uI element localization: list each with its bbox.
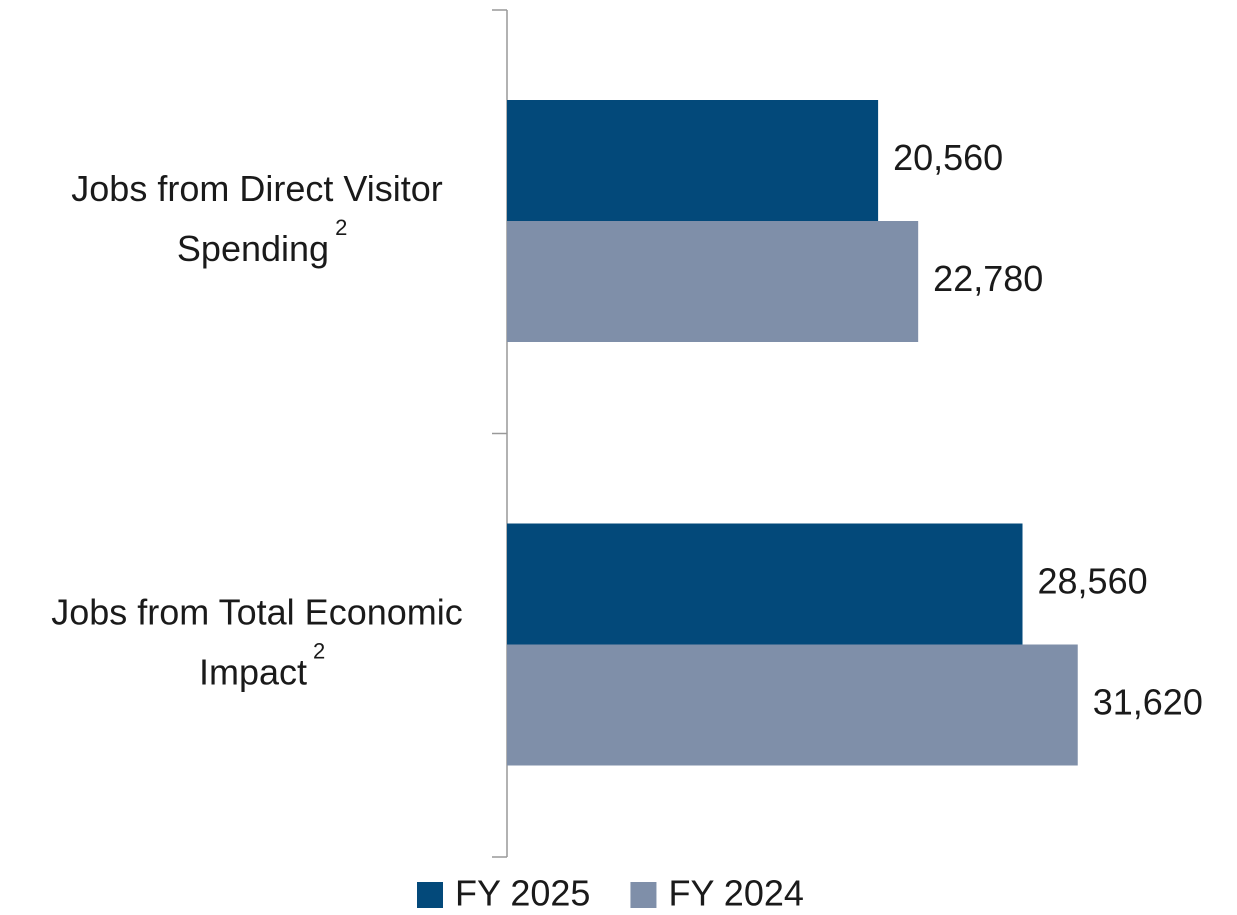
value-label: 20,560	[893, 137, 1003, 178]
bar	[507, 221, 919, 342]
category-label: Jobs from Total Economic Impact	[51, 591, 473, 692]
legend-label: FY 2024	[668, 873, 803, 914]
value-label: 28,560	[1038, 561, 1148, 602]
category-label: Jobs from Direct Visitor Spending	[71, 168, 452, 269]
legend-swatch	[417, 882, 443, 908]
category-note: 2	[313, 638, 325, 663]
bar	[507, 100, 879, 221]
bar	[507, 644, 1078, 766]
legend-swatch	[630, 882, 657, 908]
bar	[507, 523, 1023, 645]
legend-label: FY 2025	[455, 873, 590, 914]
value-label: 31,620	[1093, 682, 1203, 723]
value-label: 22,780	[933, 258, 1043, 299]
category-note: 2	[335, 215, 347, 240]
